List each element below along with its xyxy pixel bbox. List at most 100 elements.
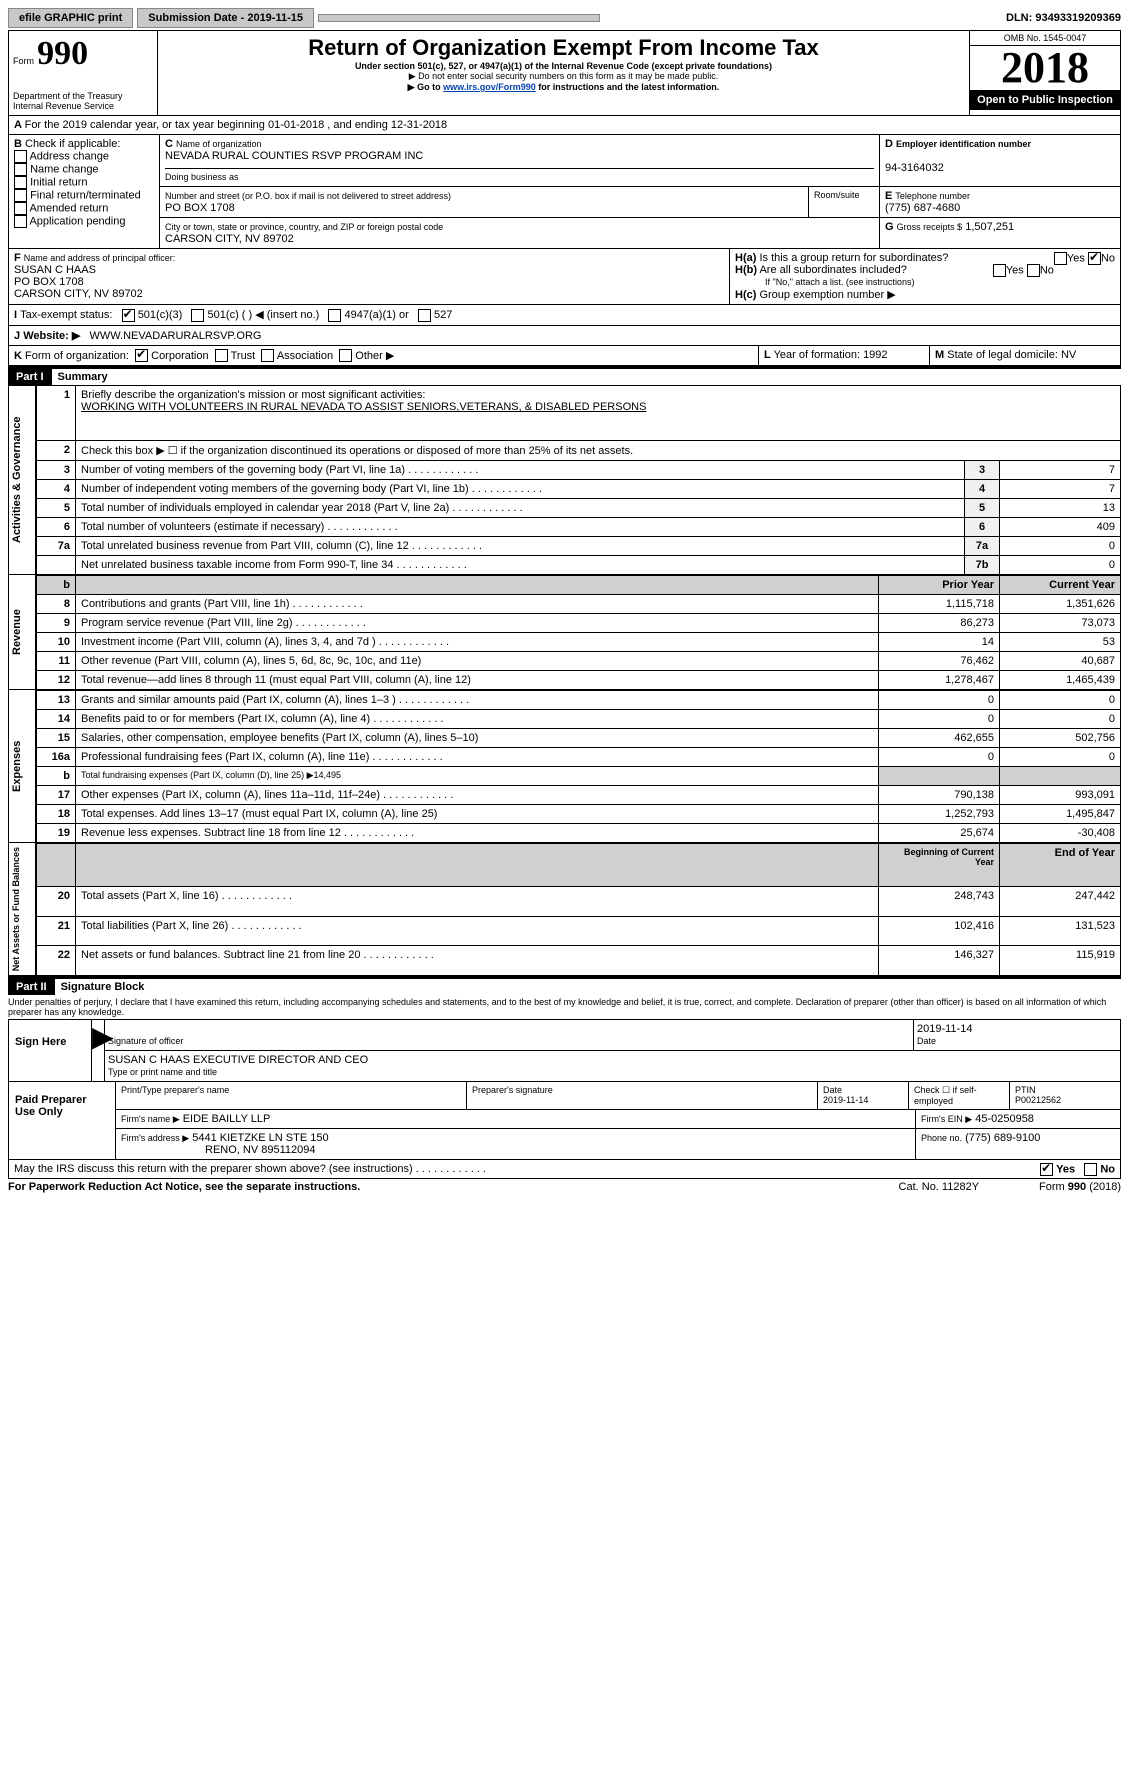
preparer-label: Paid Preparer Use Only: [9, 1082, 115, 1159]
initial-return-checkbox[interactable]: [14, 176, 27, 189]
form-ref: Form 990 (2018): [1039, 1181, 1121, 1193]
discuss-row: May the IRS discuss this return with the…: [8, 1160, 1121, 1179]
table-row: 3Number of voting members of the governi…: [37, 461, 1121, 480]
table-row: 6Total number of volunteers (estimate if…: [37, 518, 1121, 537]
inspection-label: Open to Public Inspection: [970, 90, 1120, 110]
phone: (775) 687-4680: [885, 202, 960, 214]
table-row: 17Other expenses (Part IX, column (A), l…: [37, 786, 1121, 805]
year-formed: 1992: [863, 349, 887, 361]
hc-label: Group exemption number ▶: [759, 289, 895, 301]
app-pending-checkbox[interactable]: [14, 215, 27, 228]
ha-label: Is this a group return for subordinates?: [759, 252, 948, 264]
domicile: NV: [1061, 349, 1076, 361]
ha-no-checkbox[interactable]: [1088, 252, 1101, 265]
final-return-checkbox[interactable]: [14, 189, 27, 202]
e-label: Telephone number: [895, 191, 970, 201]
trust-checkbox[interactable]: [215, 349, 228, 362]
part1-title: Summary: [52, 369, 114, 385]
form-label: Form 990: [13, 35, 153, 73]
firm-ein: 45-0250958: [975, 1113, 1034, 1125]
firm-addr: 5441 KIETZKE LN STE 150: [192, 1132, 328, 1144]
table-row: 14Benefits paid to or for members (Part …: [37, 710, 1121, 729]
form-note1: ▶ Do not enter social security numbers o…: [166, 71, 961, 82]
g-label: Gross receipts $: [897, 222, 963, 232]
declaration: Under penalties of perjury, I declare th…: [8, 995, 1121, 1019]
officer-name: SUSAN C HAAS: [14, 264, 96, 276]
form-subtitle: Under section 501(c), 527, or 4947(a)(1)…: [166, 61, 961, 71]
c-name-label: Name of organization: [176, 139, 262, 149]
d-label: Employer identification number: [896, 139, 1031, 149]
netassets-block: Net Assets or Fund Balances Beginning of…: [8, 843, 1121, 979]
sign-block: Sign Here ▶ Signature of officer 2019-11…: [8, 1019, 1121, 1082]
section-netassets: Net Assets or Fund Balances: [9, 843, 35, 975]
room-label: Room/suite: [809, 187, 880, 218]
hb-no-checkbox[interactable]: [1027, 264, 1040, 277]
discuss-yes-checkbox[interactable]: [1040, 1163, 1053, 1176]
table-row: 7aTotal unrelated business revenue from …: [37, 537, 1121, 556]
dba-label: Doing business as: [165, 172, 239, 182]
fh-block: F Name and address of principal officer:…: [8, 249, 1121, 305]
prep-date: 2019-11-14: [823, 1095, 868, 1105]
cat-no: Cat. No. 11282Y: [899, 1181, 980, 1193]
ptin: P00212562: [1015, 1095, 1061, 1105]
table-row: 9Program service revenue (Part VIII, lin…: [37, 614, 1121, 633]
ha-yes-checkbox[interactable]: [1054, 252, 1067, 265]
527-checkbox[interactable]: [418, 309, 431, 322]
table-row: Beginning of Current YearEnd of Year: [37, 844, 1121, 886]
assoc-checkbox[interactable]: [261, 349, 274, 362]
table-row: 13Grants and similar amounts paid (Part …: [37, 691, 1121, 710]
table-row: 1Briefly describe the organization's mis…: [37, 386, 1121, 441]
preparer-block: Paid Preparer Use Only Print/Type prepar…: [8, 1082, 1121, 1160]
4947-checkbox[interactable]: [328, 309, 341, 322]
part2-num: Part II: [8, 979, 55, 995]
discuss-no-checkbox[interactable]: [1084, 1163, 1097, 1176]
table-row: 8Contributions and grants (Part VIII, li…: [37, 595, 1121, 614]
prep-name-label: Print/Type preparer's name: [116, 1082, 467, 1110]
org-name: NEVADA RURAL COUNTIES RSVP PROGRAM INC: [165, 150, 423, 162]
line-j: J Website: ▶ WWW.NEVADARURALRSVP.ORG: [8, 326, 1121, 346]
table-row: 5Total number of individuals employed in…: [37, 499, 1121, 518]
city: CARSON CITY, NV 89702: [165, 233, 294, 245]
table-row: 21Total liabilities (Part X, line 26)102…: [37, 916, 1121, 946]
table-row: 20Total assets (Part X, line 16)248,7432…: [37, 886, 1121, 916]
table-row: 22Net assets or fund balances. Subtract …: [37, 946, 1121, 976]
table-row: bTotal fundraising expenses (Part IX, co…: [37, 767, 1121, 786]
sig-label: Signature of officer: [108, 1036, 183, 1046]
corp-checkbox[interactable]: [135, 349, 148, 362]
gross-receipts: 1,507,251: [965, 221, 1014, 233]
footer-row: For Paperwork Reduction Act Notice, see …: [8, 1179, 1121, 1193]
addr-change-checkbox[interactable]: [14, 150, 27, 163]
hb-label: Are all subordinates included?: [759, 264, 906, 276]
name-change-checkbox[interactable]: [14, 163, 27, 176]
mission-text: WORKING WITH VOLUNTEERS IN RURAL NEVADA …: [81, 401, 646, 413]
firm-addr2: RENO, NV 895112094: [205, 1144, 315, 1156]
501c-checkbox[interactable]: [191, 309, 204, 322]
part2-header: Part IISignature Block: [8, 979, 1121, 995]
summary-block: Activities & Governance 1Briefly describ…: [8, 385, 1121, 575]
efile-button[interactable]: efile GRAPHIC print: [8, 8, 133, 28]
firm-phone: (775) 689-9100: [965, 1132, 1040, 1144]
paperwork-notice: For Paperwork Reduction Act Notice, see …: [8, 1181, 360, 1193]
submission-date-button[interactable]: Submission Date - 2019-11-15: [137, 8, 314, 28]
f-label: Name and address of principal officer:: [24, 253, 175, 263]
table-row: 16aProfessional fundraising fees (Part I…: [37, 748, 1121, 767]
hb-note: If "No," attach a list. (see instruction…: [765, 277, 914, 287]
501c3-checkbox[interactable]: [122, 309, 135, 322]
table-row: 12Total revenue—add lines 8 through 11 (…: [37, 671, 1121, 690]
form-header: Form 990 Department of the Treasury Inte…: [8, 30, 1121, 116]
hb-yes-checkbox[interactable]: [993, 264, 1006, 277]
officer-sig-name: SUSAN C HAAS EXECUTIVE DIRECTOR AND CEO: [108, 1054, 368, 1066]
ein: 94-3164032: [885, 162, 944, 174]
part2-title: Signature Block: [55, 979, 151, 995]
firm-name: EIDE BAILLY LLP: [183, 1113, 271, 1125]
table-row: 18Total expenses. Add lines 13–17 (must …: [37, 805, 1121, 824]
line-i: I Tax-exempt status: 501(c)(3) 501(c) ( …: [8, 305, 1121, 326]
sign-here-label: Sign Here: [9, 1020, 91, 1081]
amended-return-checkbox[interactable]: [14, 202, 27, 215]
irs-link[interactable]: www.irs.gov/Form990: [443, 82, 536, 92]
dln: DLN: 93493319209369: [1006, 12, 1121, 24]
city-label: City or town, state or province, country…: [165, 222, 443, 232]
part1-num: Part I: [8, 369, 52, 385]
other-checkbox[interactable]: [339, 349, 352, 362]
blank-button[interactable]: [318, 14, 600, 22]
